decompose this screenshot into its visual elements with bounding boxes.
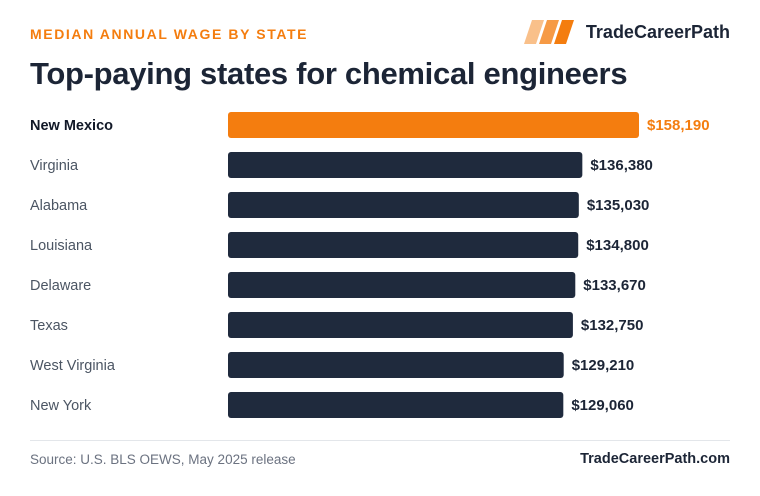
chart-title: Top-paying states for chemical engineers (30, 56, 628, 91)
value-label: $134,800 (586, 237, 649, 254)
value-label: $129,060 (571, 397, 634, 414)
brand: TradeCareerPath (523, 20, 730, 44)
category-label: West Virginia (30, 358, 116, 374)
bar-texas (228, 312, 573, 338)
brand-logo-icon (523, 20, 574, 44)
brand-name: TradeCareerPath (585, 21, 730, 42)
bar-west-virginia (228, 352, 564, 378)
value-label: $133,670 (583, 277, 646, 294)
footer-divider (30, 440, 730, 441)
value-label: $132,750 (581, 317, 644, 334)
category-label: Delaware (30, 278, 91, 294)
bar-alabama (228, 192, 579, 218)
bar-new-mexico (228, 112, 639, 138)
site-url[interactable]: TradeCareerPath.com (580, 451, 730, 467)
bar-chart: New Mexico $158,190 Virginia $136,380 Alabam… (30, 112, 710, 418)
value-label: $136,380 (590, 157, 653, 174)
bar-virginia (228, 152, 583, 178)
category-label: Texas (30, 318, 68, 334)
bar-new-york (228, 392, 564, 418)
category-label: Virginia (30, 158, 79, 174)
value-label: $135,030 (587, 197, 650, 214)
value-label: $158,190 (647, 117, 710, 134)
category-label: Alabama (30, 198, 88, 214)
category-label: New Mexico (30, 118, 113, 134)
chart-kicker: MEDIAN ANNUAL WAGE BY STATE (30, 26, 309, 42)
category-label: New York (30, 398, 92, 414)
value-label: $129,210 (572, 357, 635, 374)
bar-louisiana (228, 232, 579, 258)
bar-delaware (228, 272, 576, 298)
source-note: Source: U.S. BLS OEWS, May 2025 release (30, 452, 296, 467)
category-label: Louisiana (30, 238, 93, 254)
